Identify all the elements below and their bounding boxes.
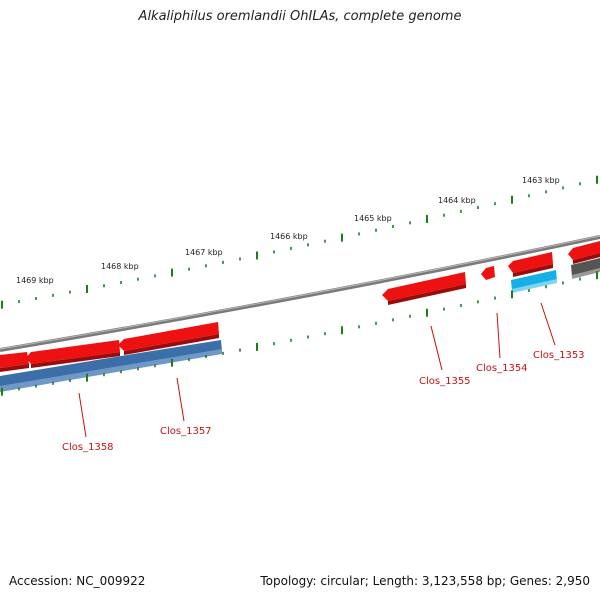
gene-feature-highlight [512,279,557,293]
cds-feature [0,352,29,368]
outer-scale-ticks [1,175,598,309]
kbp-label-1468: 1468 kbp [101,262,139,271]
dark-feature [571,258,600,277]
gene-feature [0,349,222,392]
kbp-label-1465: 1465 kbp [354,214,392,223]
cds-feature [513,264,553,277]
cds-feature [388,284,466,305]
cds-feature [481,266,495,280]
gene-feature [0,356,121,388]
forward-cds-track [0,241,600,372]
gene-label-clos-1357: Clos_1357 [160,426,212,437]
cds-feature [124,334,219,355]
leader-line-clos-1357 [176,377,185,422]
kbp-label-1466: 1466 kbp [270,232,308,241]
leader-line-clos-1355 [430,325,443,371]
inner-scale-ticks [1,271,598,396]
leader-line-clos-1358 [78,392,87,438]
gene-label-clos-1358: Clos_1358 [62,442,114,453]
cds-feature [31,352,120,368]
kbp-labels: 1469 kbp 1468 kbp 1467 kbp 1466 kbp 1465… [16,176,560,285]
gene-label-clos-1354: Clos_1354 [476,363,528,374]
gene-label-clos-1353: Clos_1353 [533,350,585,361]
kbp-label-1464: 1464 kbp [438,196,476,205]
cds-feature [26,340,120,364]
cds-feature [118,322,219,351]
dark-feature [572,268,600,279]
leader-lines [78,302,556,438]
gene-label-clos-1355: Clos_1355 [419,376,471,387]
page-title: Alkaliphilus oremlandii OhILAs, complete… [138,9,462,24]
cds-feature [508,252,553,273]
kbp-label-1467: 1467 kbp [185,248,223,257]
genome-summary-text: Topology: circular; Length: 3,123,558 bp… [260,574,590,588]
gene-labels: Clos_1358 Clos_1357 Clos_1355 Clos_1354 … [62,350,585,453]
gene-feature [121,340,222,367]
genome-backbone [0,235,600,352]
kbp-label-1463: 1463 kbp [522,176,560,185]
cds-feature [568,241,600,260]
cds-feature [382,272,466,301]
kbp-label-1469: 1469 kbp [16,276,54,285]
leader-line-clos-1354 [496,312,501,359]
accession-text: Accession: NC_009922 [9,574,146,588]
leader-line-clos-1353 [540,302,556,346]
cds-feature [0,364,29,372]
cds-feature [573,253,600,264]
genome-backbone-highlight [0,235,600,350]
gene-track [0,258,600,392]
gene-feature-highlight [511,270,557,291]
